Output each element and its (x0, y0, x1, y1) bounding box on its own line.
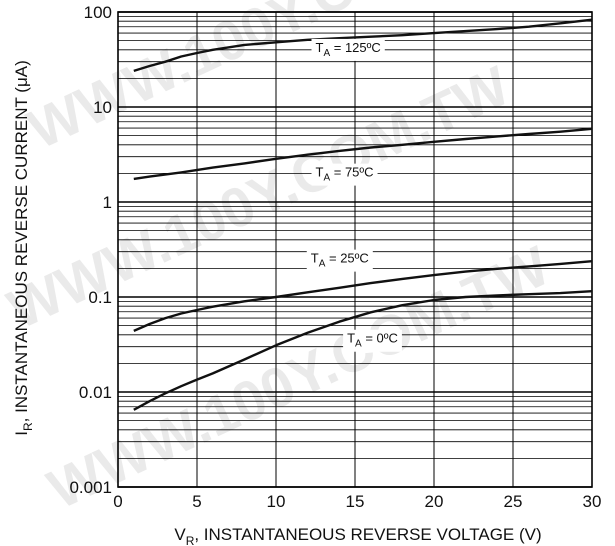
y-axis-title: IR, INSTANTANEOUS REVERSE CURRENT (μA) (12, 60, 35, 436)
y-tick-labels: 0.001 0.01 0.1 1 10 100 (69, 3, 112, 497)
x-axis-title: VR, INSTANTANEOUS REVERSE VOLTAGE (V) (174, 525, 541, 546)
series-line-2 (133, 260, 593, 332)
y-tick-label: 10 (93, 98, 112, 117)
x-tick-label: 30 (583, 492, 602, 511)
y-tick-label: 1 (103, 193, 112, 212)
x-tick-label: 5 (192, 492, 201, 511)
x-tick-label: 15 (346, 492, 365, 511)
y-tick-label: 0.001 (69, 478, 112, 497)
series-line-3 (133, 290, 593, 411)
series-label-background (311, 163, 378, 186)
series-label-background (343, 329, 402, 352)
series-label-background (311, 38, 385, 61)
series-label-0: TA = 125ºC (316, 40, 381, 59)
series-labels: TA = 125ºC TA = 75ºC TA = 25ºC TA = 0ºC (306, 38, 402, 352)
x-tick-label: 20 (425, 492, 444, 511)
x-tick-labels: 0 5 10 15 20 25 30 (113, 492, 601, 511)
x-tick-label: 25 (504, 492, 523, 511)
y-tick-label: 0.1 (88, 288, 112, 307)
y-tick-label: 100 (84, 3, 112, 22)
series-line-1 (133, 127, 593, 181)
x-tick-label: 0 (113, 492, 122, 511)
series-label-3: TA = 0ºC (347, 331, 398, 350)
y-tick-label: 0.01 (79, 383, 112, 402)
series-label-2: TA = 25ºC (311, 251, 369, 270)
series-label-1: TA = 75ºC (316, 165, 374, 184)
x-tick-label: 10 (267, 492, 286, 511)
series-label-background (306, 249, 373, 272)
plot-frame (117, 11, 593, 488)
